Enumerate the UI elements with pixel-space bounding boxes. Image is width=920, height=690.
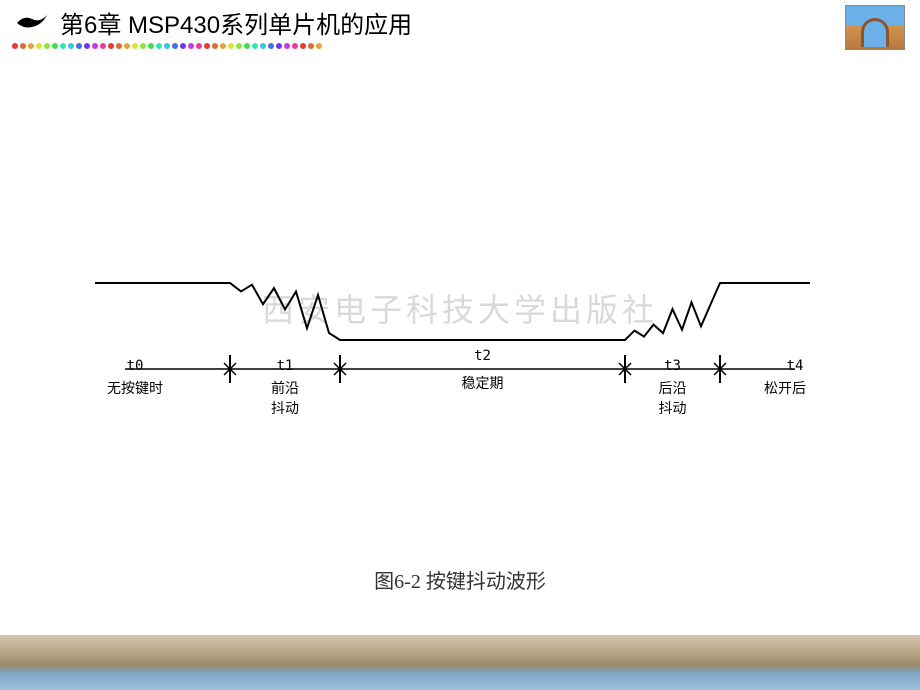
chapter-title: 第6章 MSP430系列单片机的应用 (60, 5, 412, 40)
slide-header: 第6章 MSP430系列单片机的应用 (0, 0, 920, 40)
logo-left (12, 5, 52, 35)
figure-caption: 图6-2 按键抖动波形 (374, 565, 546, 594)
logo-right-image (845, 5, 905, 50)
footer-scenery (0, 635, 920, 690)
waveform-diagram (95, 265, 810, 425)
decorative-dots (12, 43, 322, 49)
